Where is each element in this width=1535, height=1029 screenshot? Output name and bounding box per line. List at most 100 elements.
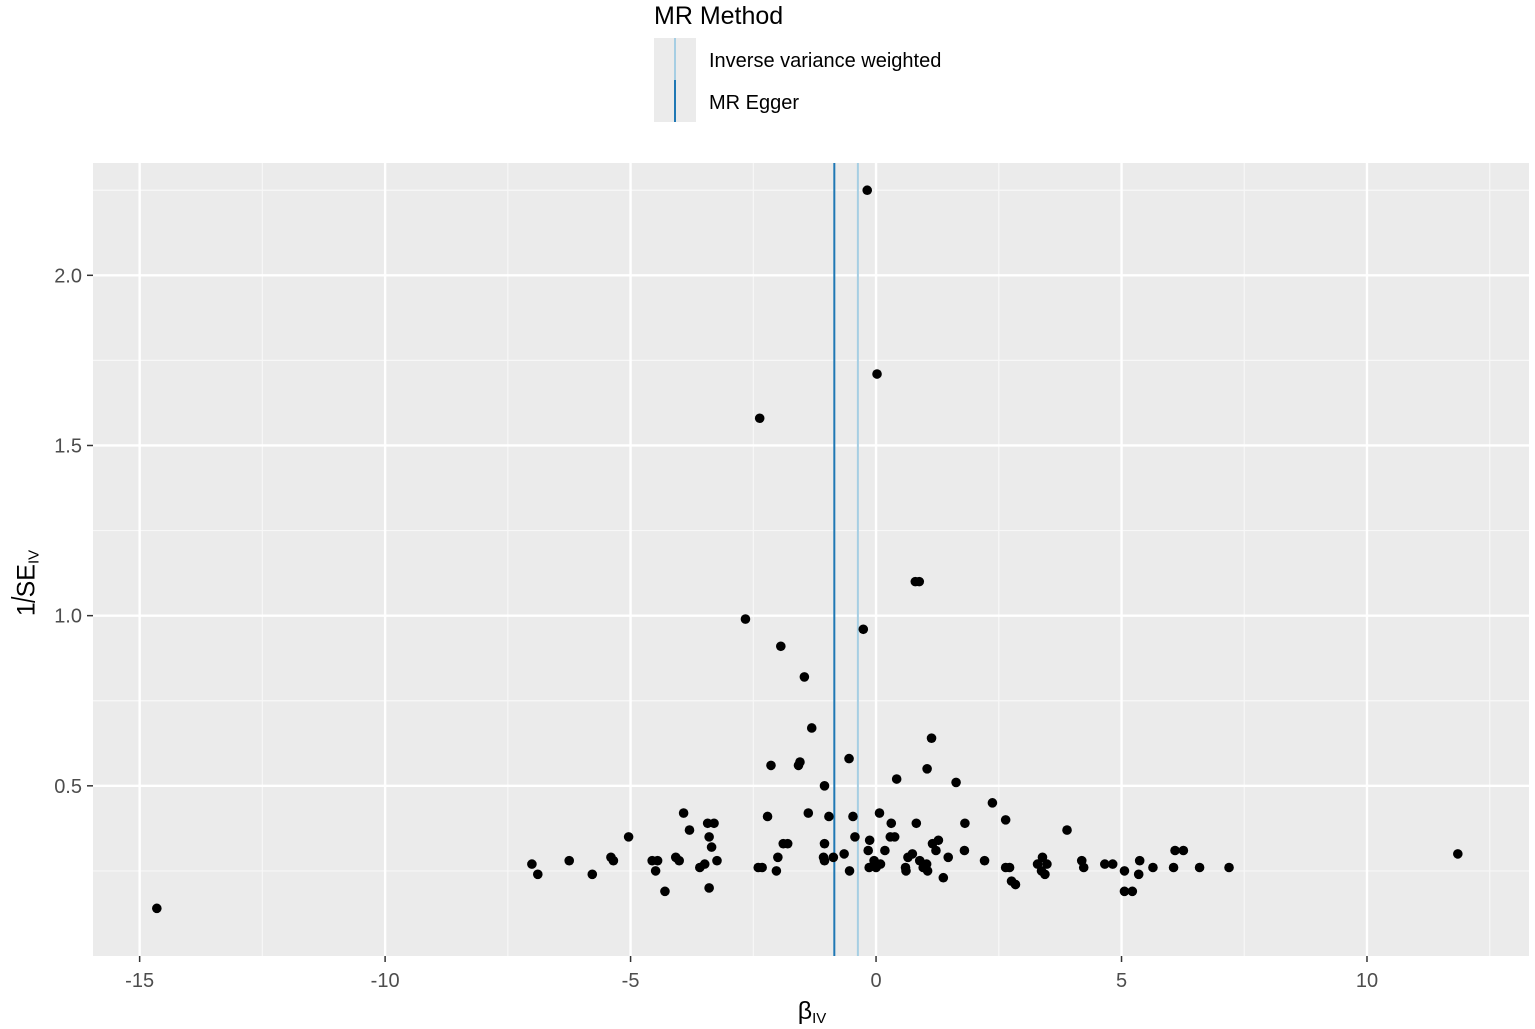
data-point: [943, 852, 954, 863]
data-point: [926, 733, 937, 743]
data-point: [1119, 886, 1130, 897]
data-point: [828, 852, 839, 863]
data-point: [695, 862, 705, 873]
data-point: [706, 842, 717, 852]
data-point: [704, 832, 714, 842]
x-tick-label: -10: [371, 970, 400, 992]
x-axis-title-subscript: IV: [812, 1010, 827, 1027]
y-axis-title-denominator: SE: [12, 564, 41, 598]
data-point: [858, 624, 869, 635]
minor-gridlines: [93, 163, 1529, 956]
data-point: [564, 855, 575, 866]
data-point: [773, 852, 783, 863]
data-point: [903, 852, 913, 863]
x-axis-title-symbol: β: [797, 997, 813, 1025]
data-point: [152, 903, 162, 914]
x-axis-title: βIV: [798, 997, 827, 1027]
data-point: [1040, 869, 1050, 880]
data-point: [1178, 845, 1189, 856]
data-point: [874, 808, 885, 818]
data-point: [844, 866, 855, 876]
data-point: [1453, 849, 1463, 859]
data-point: [891, 774, 902, 784]
reference-lines: [833, 163, 859, 956]
data-point: [951, 777, 961, 788]
data-point: [650, 866, 661, 876]
data-point: [871, 862, 881, 873]
data-point: [702, 818, 713, 829]
y-tick-label: 1.0: [54, 606, 82, 628]
y-axis: 0.5 1.0 1.5 2.0: [54, 265, 93, 798]
data-point: [1042, 859, 1052, 869]
legend-label-egger: MR Egger: [709, 92, 800, 114]
data-point: [1078, 862, 1089, 873]
data-point: [623, 832, 634, 842]
x-tick-label: 5: [1116, 970, 1127, 992]
data-point: [1194, 862, 1205, 873]
legend-line-egger: [674, 80, 676, 122]
y-tick-label: 2.0: [54, 265, 82, 287]
y-axis-title: 1/SEIV: [6, 550, 43, 616]
x-tick-label: -15: [125, 970, 154, 992]
data-point: [660, 886, 670, 897]
data-point: [766, 760, 776, 771]
data-point: [872, 369, 882, 379]
data-point: [819, 781, 830, 791]
data-point: [771, 866, 782, 876]
data-point: [674, 855, 684, 866]
data-point: [532, 869, 543, 880]
data-point: [678, 808, 689, 818]
data-point: [1168, 862, 1179, 873]
plot-panel: [93, 163, 1529, 956]
data-point: [979, 855, 990, 866]
data-point: [1133, 869, 1144, 880]
data-point: [1134, 855, 1145, 866]
x-tick-label: -5: [622, 970, 640, 992]
x-tick-label: 0: [870, 970, 881, 992]
data-point: [848, 811, 858, 822]
data-point: [889, 832, 900, 842]
legend-key-egger: [654, 80, 696, 122]
legend-label-ivw: Inverse variance weighted: [709, 50, 942, 72]
data-points: [152, 185, 1463, 914]
data-point: [880, 845, 890, 856]
data-point: [527, 859, 537, 869]
data-point: [776, 641, 786, 652]
data-point: [819, 838, 830, 849]
data-point: [1224, 862, 1234, 873]
fraction-slash-icon: /: [5, 596, 42, 603]
data-point: [844, 753, 854, 764]
data-point: [886, 818, 897, 829]
data-point: [911, 818, 922, 829]
data-point: [938, 872, 949, 883]
data-point: [1107, 859, 1118, 869]
data-point: [960, 818, 970, 829]
data-point: [762, 811, 773, 822]
data-point: [1119, 866, 1130, 876]
data-point: [652, 855, 663, 866]
y-axis-title-subscript: IV: [25, 549, 43, 565]
data-point: [587, 869, 598, 880]
data-point: [864, 862, 874, 873]
data-point: [864, 835, 875, 846]
data-point: [1037, 852, 1048, 863]
major-gridlines: [93, 163, 1529, 956]
data-point: [1004, 862, 1015, 873]
legend-title: MR Method: [654, 2, 784, 30]
legend-key-ivw: [654, 38, 696, 80]
data-point: [914, 576, 925, 587]
x-axis: -15 -10 -5 0 5 10: [125, 956, 1378, 992]
data-point: [684, 825, 695, 835]
data-point: [704, 883, 714, 893]
data-point: [931, 845, 941, 856]
legend-line-ivw: [674, 38, 676, 80]
data-point: [608, 855, 619, 866]
data-point: [824, 811, 834, 822]
data-point: [1127, 886, 1138, 897]
data-point: [806, 723, 817, 733]
data-point: [959, 845, 970, 856]
data-point: [1010, 879, 1021, 890]
data-point: [799, 672, 810, 682]
legend: MR Method Inverse variance weighted MR E…: [654, 0, 1014, 125]
data-point: [1170, 845, 1180, 856]
